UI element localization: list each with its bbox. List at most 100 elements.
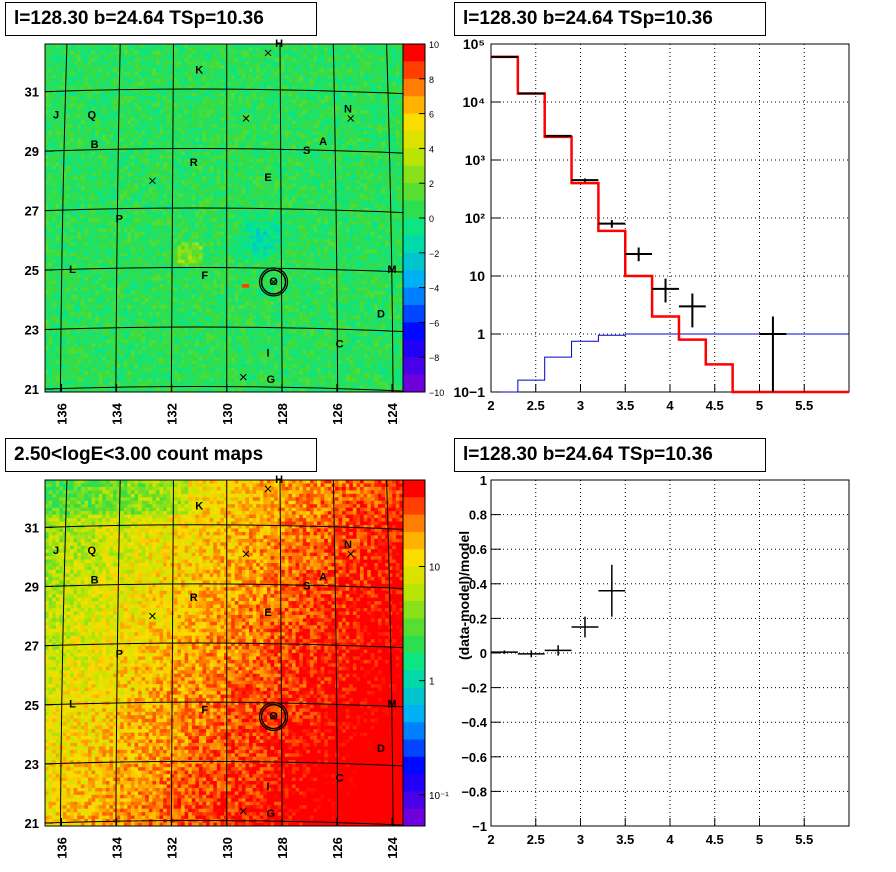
colorbar-tick-label: 2 xyxy=(429,179,434,189)
source-label: D xyxy=(377,309,385,321)
y-tick-label: 29 xyxy=(25,144,39,159)
y-tick-label: 1 xyxy=(477,326,485,342)
source-label: C xyxy=(336,338,344,350)
heatmap-panel-2 xyxy=(44,479,404,827)
colorbar-segment xyxy=(403,148,425,167)
x-tick-label: 136 xyxy=(55,403,70,425)
source-label: H xyxy=(275,38,283,50)
source-label: K xyxy=(195,501,203,513)
colorbar-segment xyxy=(403,739,425,758)
x-tick-label: 134 xyxy=(110,402,125,424)
source-cross xyxy=(239,373,247,381)
colorbar-tick-label: 10 xyxy=(429,40,439,50)
colorbar-segment xyxy=(403,531,425,550)
y-tick-label: 0 xyxy=(480,646,487,661)
colorbar-segment xyxy=(403,704,425,723)
y-tick-label: 21 xyxy=(25,816,39,831)
source-label: D xyxy=(377,743,385,755)
colorbar-tick-label: 8 xyxy=(429,75,434,85)
panel-title-bottom-left: 2.50<logE<3.00 count maps xyxy=(5,438,317,472)
colorbar-segment xyxy=(403,287,425,306)
y-tick-label: 10³ xyxy=(465,152,486,168)
colorbar-segment xyxy=(403,601,425,619)
source-label: P xyxy=(116,213,123,225)
x-tick-label: 4.5 xyxy=(706,832,724,847)
colorbar-segment xyxy=(403,618,425,637)
colorbar-segment xyxy=(403,374,425,393)
colorbar-segment xyxy=(403,200,425,219)
grid-meridian xyxy=(386,43,394,393)
x-tick-label: 124 xyxy=(385,836,400,858)
x-tick-label: 2 xyxy=(487,832,494,847)
y-tick-label: −0.2 xyxy=(461,681,487,696)
y-tick-label: 0.4 xyxy=(469,577,488,592)
source-label: E xyxy=(264,607,271,619)
source-cross xyxy=(347,550,355,558)
source-label: C xyxy=(336,773,344,785)
y-tick-label: 27 xyxy=(25,639,39,654)
residual-y-axis-label: (data-model)/model xyxy=(456,531,472,660)
grid-meridian xyxy=(332,479,339,827)
heatmap-panel-0 xyxy=(44,43,404,393)
target-circle xyxy=(260,269,287,295)
grid-parallel xyxy=(44,819,404,826)
x-tick-label: 4 xyxy=(666,832,674,847)
y-tick-label: 25 xyxy=(25,263,39,278)
colorbar-segment xyxy=(403,165,425,184)
colorbar-segment xyxy=(403,78,425,97)
colorbar-segment xyxy=(403,653,425,671)
colorbar-tick-label: 1 xyxy=(429,677,435,688)
source-label: M xyxy=(387,699,396,711)
y-tick-label: 0.6 xyxy=(469,542,487,557)
colorbar-segment xyxy=(403,113,425,132)
x-tick-label: 2.5 xyxy=(527,398,545,413)
x-tick-label: 132 xyxy=(165,403,180,425)
y-tick-label: 27 xyxy=(25,204,39,219)
source-label: Q xyxy=(88,545,97,557)
colorbar-tick-label: 6 xyxy=(429,110,434,120)
grid-meridian xyxy=(170,479,174,827)
grid-parallel xyxy=(44,385,404,392)
y-tick-label: −0.4 xyxy=(461,715,487,730)
x-tick-label: 130 xyxy=(220,403,235,425)
x-tick-label: 134 xyxy=(110,836,125,858)
colorbar-segment xyxy=(403,339,425,358)
colorbar-segment xyxy=(403,322,425,341)
colorbar-segment xyxy=(403,583,425,602)
colorbar-tick-label: −10 xyxy=(429,388,444,398)
x-tick-label: 136 xyxy=(55,837,70,859)
x-tick-label: 5 xyxy=(756,832,763,847)
y-tick-label: 23 xyxy=(25,757,39,772)
background-model-hist xyxy=(491,333,849,393)
y-tick-label: 31 xyxy=(25,85,39,100)
colorbar-tick-label: 4 xyxy=(429,144,434,154)
model-hist xyxy=(491,55,849,394)
source-label: N xyxy=(344,103,352,115)
x-tick-label: 2 xyxy=(487,398,494,413)
colorbar-segment xyxy=(403,514,425,533)
x-tick-label: 130 xyxy=(220,837,235,859)
source-label: I xyxy=(267,347,270,359)
colorbar-segment xyxy=(403,270,425,289)
x-tick-label: 124 xyxy=(385,402,400,424)
y-tick-label: 25 xyxy=(25,698,39,713)
x-tick-label: 128 xyxy=(275,403,290,425)
source-label: S xyxy=(303,145,310,157)
source-cross xyxy=(149,612,156,620)
grid-parallel xyxy=(44,524,404,530)
grid-parallel xyxy=(44,701,404,708)
y-tick-label: 10−1 xyxy=(453,384,485,400)
y-tick-label: 0.2 xyxy=(469,611,487,626)
colorbar-segment xyxy=(403,497,425,516)
colorbar-tick-label: −6 xyxy=(429,318,439,328)
grid-meridian xyxy=(332,43,339,393)
grid-parallel xyxy=(44,326,404,333)
colorbar-segment xyxy=(403,252,425,271)
colorbar-segment xyxy=(403,687,425,706)
colorbar-tick-label: −8 xyxy=(429,353,439,363)
y-tick-label: −0.6 xyxy=(461,750,487,765)
target-circle-outer xyxy=(258,701,289,732)
source-label: A xyxy=(319,136,327,148)
y-tick-label: 31 xyxy=(25,520,39,535)
